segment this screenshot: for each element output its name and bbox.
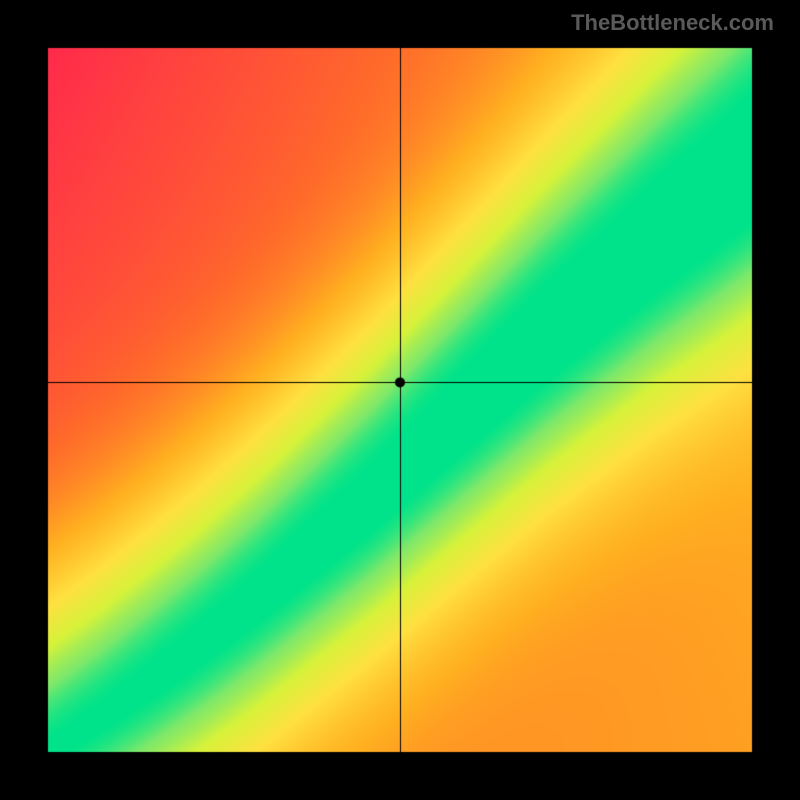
bottleneck-heatmap <box>0 0 800 800</box>
chart-wrapper: TheBottleneck.com <box>0 0 800 800</box>
